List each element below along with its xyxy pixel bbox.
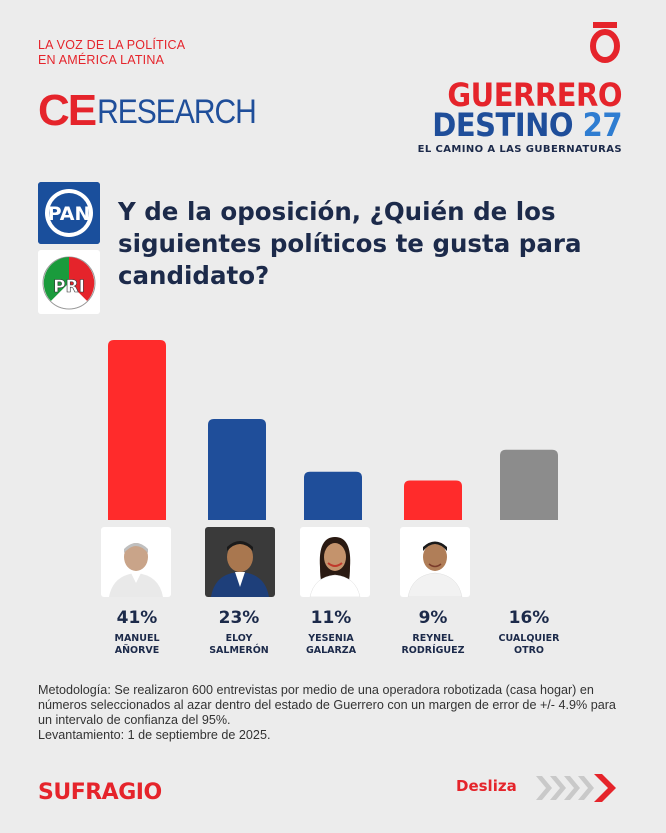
- candidate-name-line-1: YESENIA: [308, 633, 354, 644]
- candidate-name-line-1: MANUEL: [114, 633, 160, 644]
- candidate-photo-rodriguez: [400, 527, 470, 597]
- ce-research-logo: CE RESEARCH: [38, 86, 257, 135]
- methodology-note: Metodología: Se realizaron 600 entrevist…: [38, 683, 628, 743]
- bar-1: [108, 340, 166, 520]
- candidate-name-line-2: OTRO: [514, 645, 544, 656]
- tagline: LA VOZ DE LA POLÍTICA EN AMÉRICA LATINA: [38, 38, 185, 68]
- candidate-photo-anorve: [101, 527, 171, 597]
- candidate-pct: 23%: [218, 608, 260, 628]
- candidate-photo-salmeron: [205, 527, 275, 597]
- campaign-destino-number: 27: [582, 106, 623, 144]
- candidate-name-line-1: REYNEL: [412, 633, 454, 644]
- survey-date: Levantamiento: 1 de septiembre de 2025.: [38, 728, 271, 742]
- bar-5: [500, 449, 558, 520]
- candidate-name-line-2: SALMERÓN: [209, 645, 269, 656]
- campaign-title-destino: DESTINO 27: [418, 109, 622, 142]
- candidate-name-line-2: RODRÍGUEZ: [401, 645, 465, 656]
- bar-4: [404, 480, 462, 520]
- candidate-name-line-1: ELOY: [225, 633, 253, 644]
- candidate-name: YESENIA GALARZA: [276, 633, 386, 657]
- candidate-pct: 41%: [116, 608, 158, 628]
- brand-o-icon: [590, 22, 620, 63]
- candidate-pct: 9%: [418, 608, 448, 628]
- campaign-logo: GUERRERO DESTINO 27 EL CAMINO A LAS GUBE…: [417, 76, 623, 156]
- methodology-text: Metodología: Se realizaron 600 entrevist…: [38, 683, 616, 727]
- sufragio-logo: SUFRAGIO: [38, 780, 162, 805]
- candidate-name: MANUEL AÑORVE: [82, 633, 192, 657]
- candidate-name: CUALQUIER OTRO: [474, 633, 584, 657]
- candidate-name: ELOY SALMERÓN: [184, 633, 294, 657]
- tagline-line-2: EN AMÉRICA LATINA: [38, 53, 165, 67]
- question-title: Y de la oposición, ¿Quién de los siguien…: [118, 197, 582, 290]
- campaign-title-state: GUERRERO: [447, 76, 622, 114]
- campaign-destino-word: DESTINO: [432, 106, 574, 144]
- candidate-photo-galarza: [300, 527, 370, 597]
- ce-logo-mark: CE: [38, 86, 97, 135]
- pan-logo-icon: PAN: [38, 182, 100, 244]
- candidate-name: REYNEL RODRÍGUEZ: [378, 633, 488, 657]
- bar-2: [208, 419, 266, 520]
- swipe-arrows-icon[interactable]: [532, 772, 620, 804]
- research-logo-text: RESEARCH: [97, 93, 257, 132]
- bar-3: [304, 471, 362, 520]
- candidate-name-line-2: GALARZA: [305, 645, 357, 656]
- pri-logo-text: PRI: [53, 277, 85, 297]
- pan-logo-text: PAN: [48, 203, 91, 225]
- candidate-pct: 16%: [508, 608, 550, 628]
- tagline-line-1: LA VOZ DE LA POLÍTICA: [38, 38, 186, 52]
- candidate-pct: 11%: [310, 608, 352, 628]
- candidate-name-line-1: CUALQUIER: [498, 633, 560, 644]
- candidate-name-line-2: AÑORVE: [114, 645, 160, 656]
- campaign-subtitle: EL CAMINO A LAS GUBERNATURAS: [417, 144, 622, 155]
- swipe-label[interactable]: Desliza: [456, 777, 517, 795]
- pri-logo-icon: PRI: [38, 250, 100, 314]
